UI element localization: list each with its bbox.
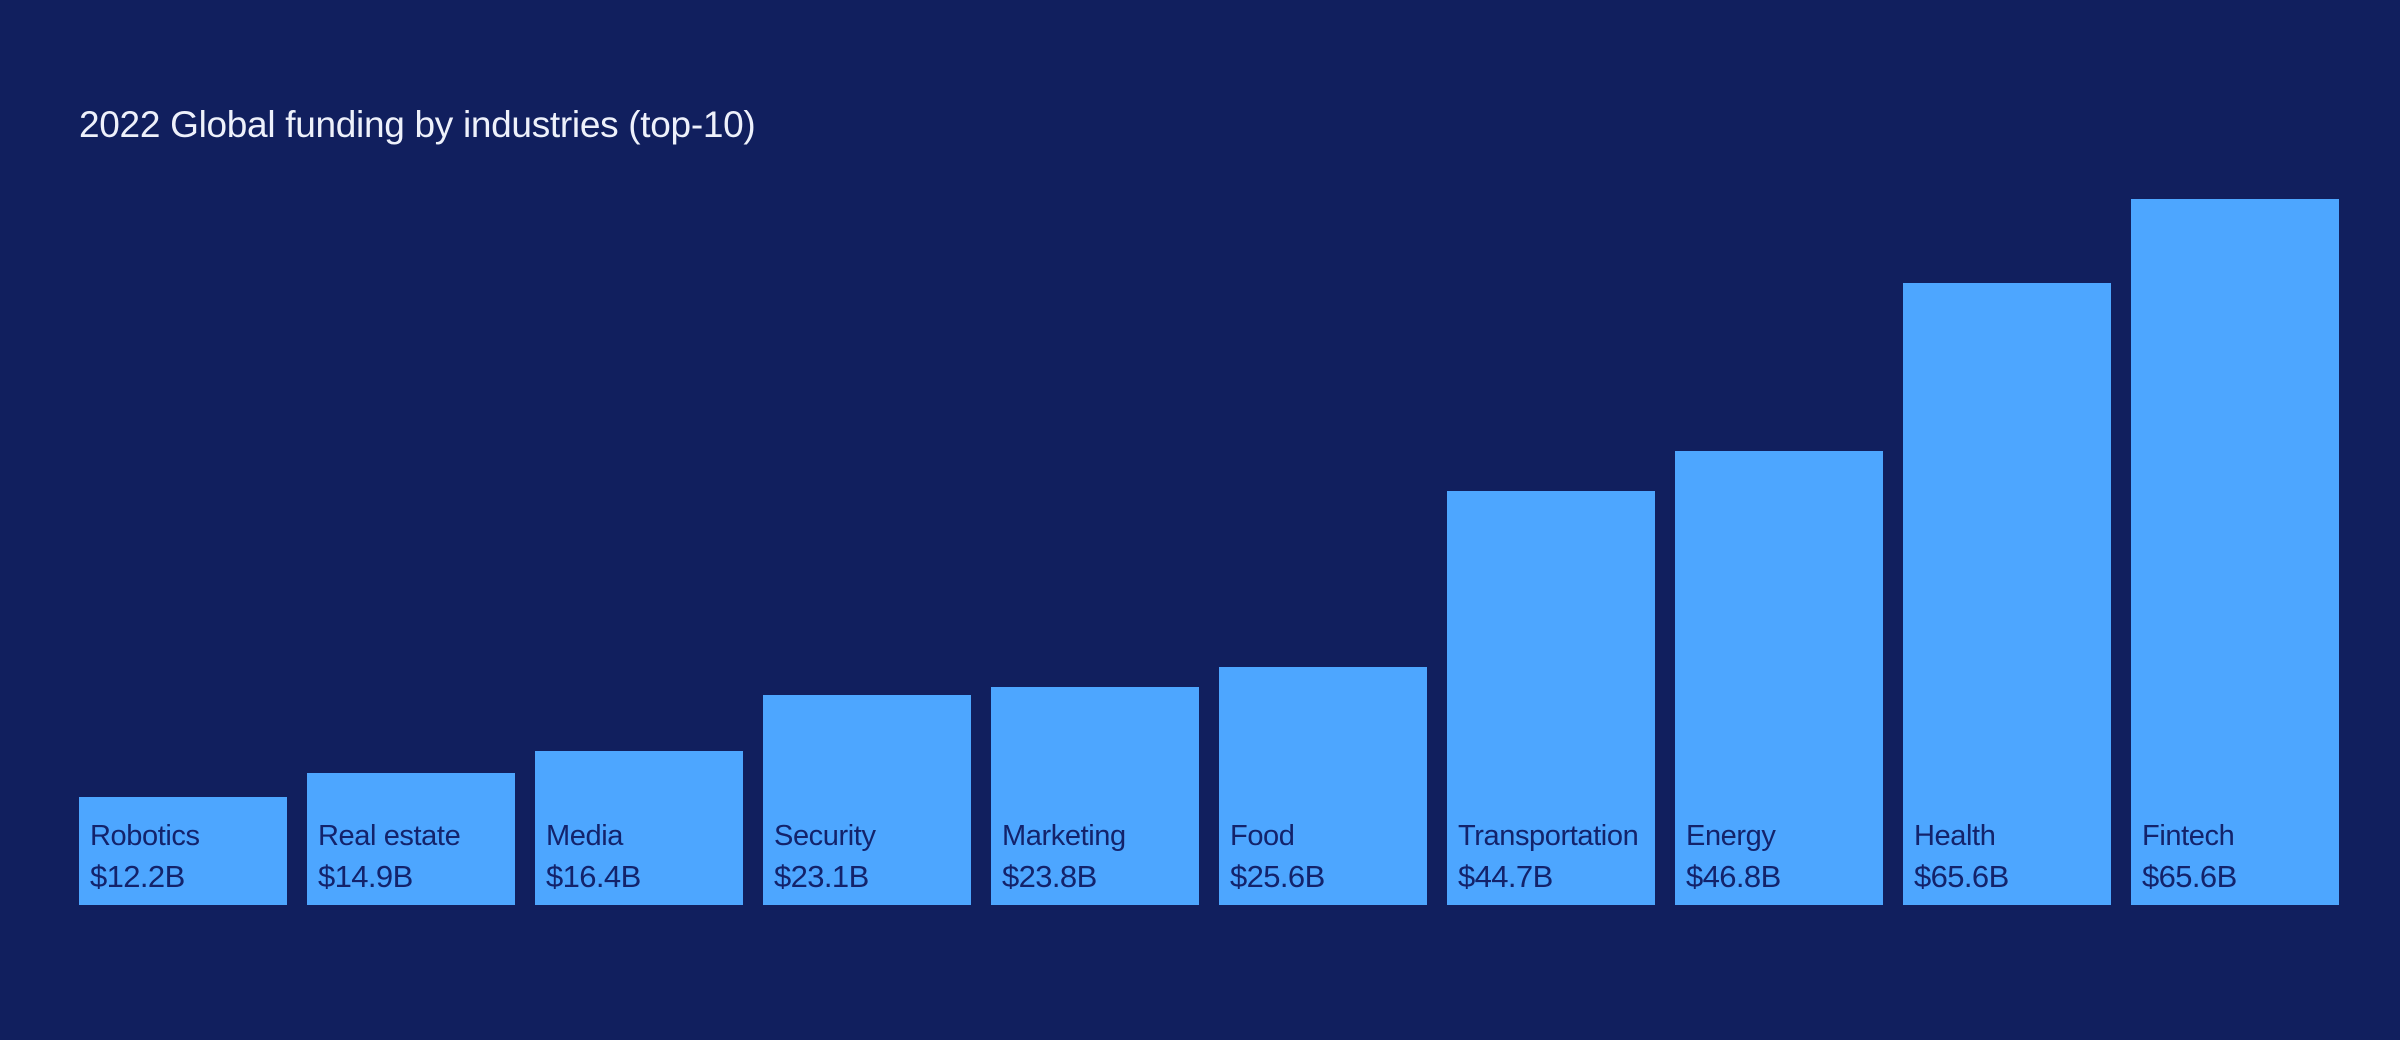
bar-category-label: Fintech (2142, 820, 2235, 852)
bar-value-label: $12.2B (90, 859, 185, 894)
bar-health: Health $65.6B (1903, 283, 2111, 905)
bar-category-label: Food (1230, 820, 1295, 852)
bar-category-label: Health (1914, 820, 1996, 852)
bar-marketing: Marketing $23.8B (991, 687, 1199, 905)
bar-food: Food $25.6B (1219, 667, 1427, 905)
bar-value-label: $23.1B (774, 859, 869, 894)
bar-value-label: $65.6B (2142, 859, 2237, 894)
bar-robotics: Robotics $12.2B (79, 797, 287, 905)
bar-category-label: Media (546, 820, 623, 852)
bar-fintech: Fintech $65.6B (2131, 199, 2339, 905)
bar-real-estate: Real estate $14.9B (307, 773, 515, 905)
bar-category-label: Real estate (318, 820, 461, 852)
bar-category-label: Robotics (90, 820, 200, 852)
bar-value-label: $16.4B (546, 859, 641, 894)
bar-media: Media $16.4B (535, 751, 743, 905)
bar-security: Security $23.1B (763, 695, 971, 905)
bar-category-label: Energy (1686, 820, 1776, 852)
bar-value-label: $46.8B (1686, 859, 1781, 894)
bar-category-label: Marketing (1002, 820, 1126, 852)
bar-transportation: Transportation $44.7B (1447, 491, 1655, 905)
bar-value-label: $14.9B (318, 859, 413, 894)
bar-value-label: $23.8B (1002, 859, 1097, 894)
chart-title: 2022 Global funding by industries (top-1… (79, 104, 756, 145)
bar-energy: Energy $46.8B (1675, 451, 1883, 905)
bar-category-label: Security (774, 820, 876, 852)
bar-value-label: $65.6B (1914, 859, 2009, 894)
bar-category-label: Transportation (1458, 820, 1639, 852)
bar-value-label: $25.6B (1230, 859, 1325, 894)
bar-value-label: $44.7B (1458, 859, 1553, 894)
